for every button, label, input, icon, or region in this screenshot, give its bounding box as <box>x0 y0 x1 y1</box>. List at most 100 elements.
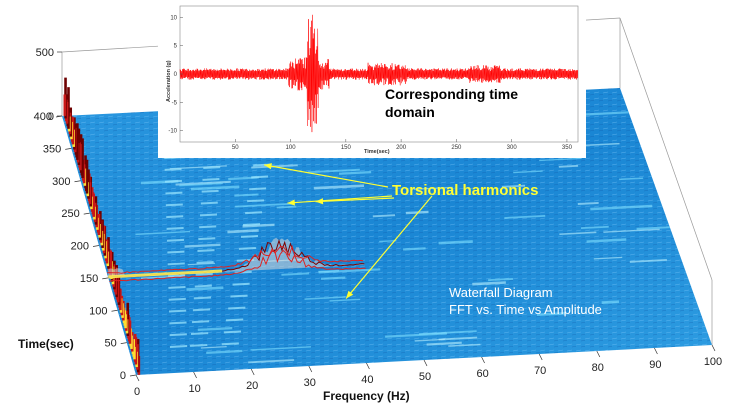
time-tick-mark <box>83 212 90 215</box>
harmonic-streak <box>379 239 397 243</box>
inset-acceleration-tick-label: 5 <box>174 44 178 50</box>
harmonic-streak <box>405 210 429 215</box>
harmonic-order-streak <box>167 262 185 266</box>
frequency-tick-label: 0 <box>134 386 140 398</box>
inset-time-tick-label: 300 <box>507 145 518 151</box>
peak-baseline-glow <box>108 269 223 279</box>
frequency-tick-mark <box>654 347 658 355</box>
harmonic-streak <box>235 202 293 208</box>
inset-time-tick-label: 350 <box>562 145 573 151</box>
harmonic-streak <box>438 240 473 245</box>
harmonic-streak <box>206 349 243 354</box>
frequency-tick-label: 90 <box>649 359 661 371</box>
harmonic-streak <box>593 256 623 260</box>
harmonic-streak <box>472 281 506 286</box>
harmonic-order-streak <box>168 297 186 301</box>
frequency-tick-label: 70 <box>534 365 546 377</box>
harmonic-streak <box>242 223 275 228</box>
inset-acceleration-tick-label: 0 <box>174 72 178 78</box>
time-tick-mark <box>102 277 109 280</box>
harmonic-order-streak <box>166 238 185 242</box>
harmonic-streak <box>584 111 629 116</box>
frequency-tick-mark <box>308 365 313 373</box>
harmonic-streak <box>413 186 453 190</box>
harmonic-order-streak <box>193 296 212 300</box>
time-tick-label: 100 <box>89 305 107 317</box>
harmonic-streak <box>438 336 478 341</box>
harmonic-order-streak <box>203 166 221 169</box>
waterfall-title: Waterfall Diagram <box>449 285 553 300</box>
harmonic-streak <box>250 346 311 351</box>
time-tick-mark <box>74 180 81 183</box>
harmonic-order-streak <box>232 282 250 286</box>
annotation-arrow <box>345 195 433 299</box>
harmonic-order-streak <box>196 260 214 264</box>
harmonic-streak <box>135 230 191 236</box>
harmonic-streak <box>559 231 597 235</box>
harmonic-streak <box>227 229 259 234</box>
harmonic-streak <box>175 180 231 186</box>
inset-acceleration-tick-label: 10 <box>170 15 177 21</box>
harmonic-order-streak <box>192 308 211 312</box>
harmonic-streak <box>501 184 526 188</box>
harmonic-streak <box>536 311 567 316</box>
time-tick-label: 50 <box>105 338 117 350</box>
harmonic-order-streak <box>166 215 184 219</box>
time-tick-mark <box>129 374 137 377</box>
harmonic-streak <box>539 157 582 162</box>
frequency-axis-title: Frequency (Hz) <box>323 389 410 403</box>
harmonic-order-streak <box>169 321 187 325</box>
peak-spectrum-line <box>109 249 366 282</box>
time-tick-mark <box>120 342 127 344</box>
harmonic-order-streak <box>166 227 184 230</box>
inset-time-tick-label: 200 <box>396 145 407 151</box>
harmonic-order-streak <box>199 225 217 229</box>
harmonic-streak <box>281 272 310 276</box>
annotation-arrows <box>264 163 433 299</box>
time-tick-mark <box>65 148 72 150</box>
harmonic-streak <box>636 226 670 230</box>
frequency-tick-label: 10 <box>188 383 200 395</box>
harmonic-streak <box>619 177 643 181</box>
inset-time-tick-label: 250 <box>451 145 462 151</box>
time-axis: 0 50 100 150 200 250 300 350 400 <box>34 111 137 382</box>
harmonic-order-streak <box>225 318 244 322</box>
inset-title-line2: domain <box>385 104 435 120</box>
inset-x-axis-title: Time(sec) <box>364 149 390 155</box>
time-tick-label: 350 <box>43 143 61 155</box>
annotation-arrow <box>287 195 393 204</box>
frequency-axis: 0 10 20 30 40 50 60 70 80 90 100 <box>134 344 722 398</box>
frequency-tick-label: 80 <box>592 362 604 374</box>
harmonic-streak <box>584 142 620 147</box>
harmonic-order-streak <box>221 342 239 346</box>
harmonic-streak <box>338 170 372 175</box>
harmonic-order-streak <box>191 320 210 324</box>
frequency-tick-label: 30 <box>304 377 316 389</box>
frequency-tick-mark <box>250 368 255 376</box>
frequency-tick-mark <box>366 362 370 370</box>
time-axis-title: Time(sec) <box>18 337 74 351</box>
harmonic-streak <box>513 170 543 174</box>
harmonic-order-streak <box>190 332 209 336</box>
inset-time-tick-label: 50 <box>232 145 239 151</box>
harmonic-streak <box>276 205 297 209</box>
frequency-tick-mark <box>193 371 197 379</box>
waterfall-subtitle: FFT vs. Time vs Amplitude <box>449 302 602 317</box>
harmonic-order-streak <box>197 249 215 252</box>
time-tick-label: 300 <box>52 176 70 188</box>
frequency-tick-mark <box>481 356 485 364</box>
annotation-arrowhead <box>315 198 324 205</box>
harmonic-streak <box>184 243 221 248</box>
harmonic-streak <box>329 298 361 302</box>
harmonic-order-streak <box>245 211 263 215</box>
harmonic-order-streak <box>167 250 185 254</box>
inset-y-axis-title: Acceleration (g) <box>166 60 172 102</box>
inset-acceleration-tick-label: -10 <box>168 129 177 135</box>
inset-acceleration-axis: 10 5 0 -5 -10 <box>168 15 183 135</box>
harmonic-order-streak <box>251 175 269 179</box>
harmonic-streak <box>234 193 259 197</box>
harmonic-streak <box>577 201 599 205</box>
